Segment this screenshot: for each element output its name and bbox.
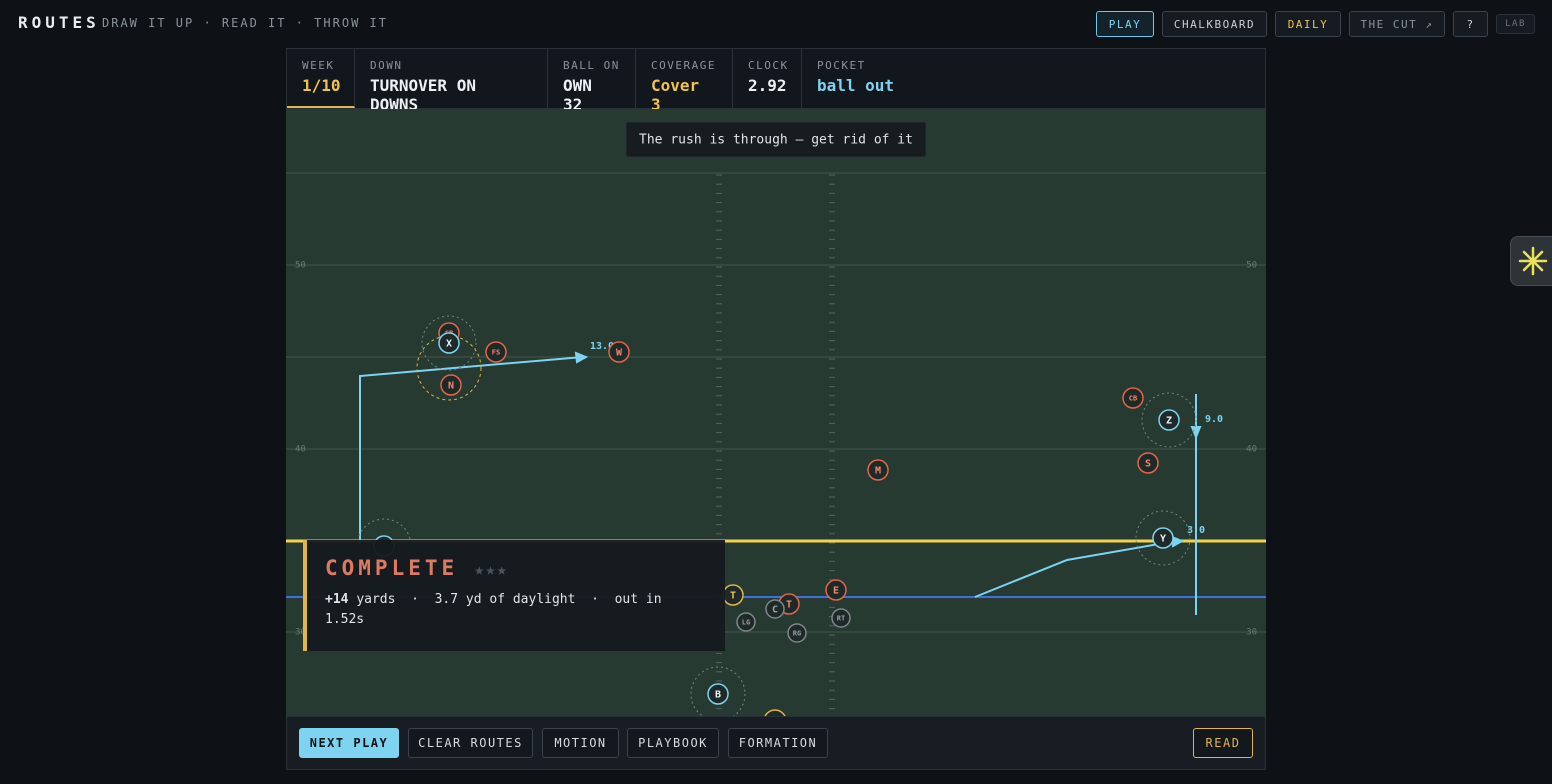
status-bar: WEEK 1/10 DOWN TURNOVER ON DOWNS BALL ON OW… (286, 48, 1266, 114)
status-value: Cover 3 (651, 76, 700, 114)
player-label: X (446, 339, 452, 350)
player-label: N (448, 381, 454, 392)
player-label: T (730, 591, 736, 602)
status-label: BALL ON (563, 59, 620, 72)
zone (1135, 510, 1191, 566)
nav-button[interactable]: CHALKBOARD (1162, 11, 1267, 37)
player (831, 608, 851, 628)
action-button[interactable]: PLAYBOOK (627, 728, 719, 758)
player-label: Y (1160, 534, 1166, 545)
player-label: M (875, 466, 881, 477)
status-value: ball out (817, 76, 895, 95)
toast (625, 121, 927, 158)
status-cell: WEEK 1/10 (287, 49, 355, 108)
route-label: 3.0 (1187, 525, 1205, 536)
player-label: S (1145, 459, 1151, 470)
result-summary: yards · 3.7 yd of daylight · out in 1.52… (325, 592, 670, 627)
player-label: Z (1166, 416, 1172, 427)
player (608, 341, 630, 363)
player-label: E (833, 586, 839, 597)
action-button[interactable]: NEXT PLAY (299, 728, 399, 758)
yard-number: 50 (1246, 261, 1257, 271)
status-label: POCKET (817, 59, 866, 72)
player (867, 459, 889, 481)
yard-number: 40 (295, 445, 306, 455)
read-button[interactable]: READ (1193, 728, 1253, 758)
nav-button[interactable]: ? (1453, 11, 1488, 37)
status-cell: CLOCK 2.92 (733, 49, 802, 108)
nav-button[interactable]: LAB (1496, 14, 1535, 34)
player-label: LG (742, 619, 750, 627)
player (440, 374, 462, 396)
player-label: RG (793, 630, 801, 638)
yard-number: 50 (295, 261, 306, 271)
zone (1141, 392, 1197, 448)
player-label: CB (1129, 395, 1137, 403)
nav-button[interactable]: PLAY (1096, 11, 1154, 37)
route-arrow (574, 351, 589, 364)
player (765, 599, 785, 619)
result-stars: ★★★ (474, 560, 508, 580)
status-label: DOWN (370, 59, 403, 72)
player-label: W (616, 348, 623, 359)
status-cell: BALL ON OWN 32 (548, 49, 636, 114)
result-panel: COMPLETE ★★★ +14 yards · 3.7 yd of daylig… (303, 540, 725, 651)
player (707, 683, 729, 705)
result-gain: +14 (325, 592, 349, 607)
action-button[interactable]: FORMATION (728, 728, 828, 758)
action-button[interactable]: MOTION (542, 728, 619, 758)
player (1137, 452, 1159, 474)
player (825, 579, 847, 601)
player (787, 623, 807, 643)
widget-icon (1518, 246, 1547, 276)
player (736, 612, 756, 632)
status-cell: COVERAGE Cover 3 (636, 49, 733, 114)
status-value: 1/10 (302, 76, 341, 95)
yard-number: 30 (1246, 628, 1257, 638)
player (764, 709, 786, 716)
player (1122, 387, 1144, 409)
player-label: B (715, 690, 721, 701)
route-arrow (1190, 426, 1202, 440)
side-widget[interactable] (1510, 236, 1552, 286)
player (1158, 409, 1180, 431)
nav-button[interactable]: THE CUT ↗ (1349, 11, 1445, 37)
action-button[interactable]: CLEAR ROUTES (408, 728, 533, 758)
player-label: RT (837, 615, 845, 623)
status-label: WEEK (302, 59, 335, 72)
status-label: CLOCK (748, 59, 789, 72)
route (974, 540, 1177, 598)
status-cell: DOWN TURNOVER ON DOWNS (355, 49, 548, 114)
player-label: C (772, 605, 778, 616)
zone (690, 666, 746, 716)
toast-text: The rush is through — get rid of it (639, 133, 913, 148)
status-value: 2.92 (748, 76, 787, 95)
result-title: COMPLETE (325, 556, 459, 580)
yard-number: 30 (295, 628, 306, 638)
yard-number: 40 (1246, 445, 1257, 455)
status-label: COVERAGE (651, 59, 716, 72)
player (1152, 527, 1174, 549)
route-label: 9.0 (1205, 414, 1223, 425)
player-label: T (786, 600, 792, 611)
player (438, 332, 460, 354)
player-label: FS (492, 349, 500, 357)
player (485, 341, 507, 363)
route (359, 356, 584, 545)
app-title: ROUTES (18, 13, 100, 32)
route-label: 13.0 (590, 341, 614, 352)
nav-button[interactable]: DAILY (1275, 11, 1341, 37)
tagline: DRAW IT UP · READ IT · THROW IT (102, 16, 388, 30)
status-cell: POCKET ball out (802, 49, 909, 108)
zone (421, 315, 477, 371)
